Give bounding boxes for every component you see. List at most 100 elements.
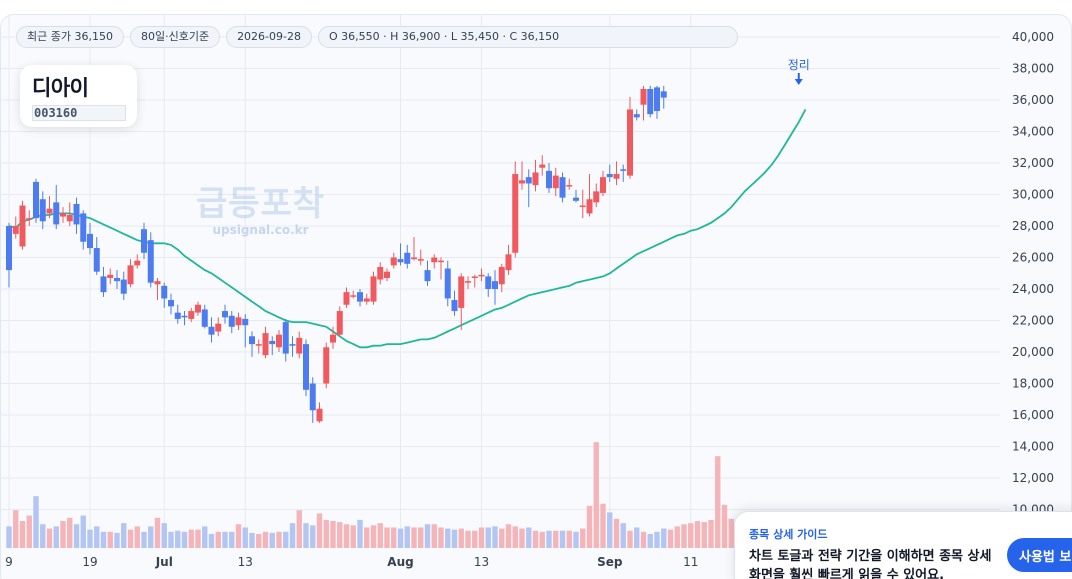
- volume-bar: [580, 528, 586, 548]
- candle-body: [26, 218, 33, 220]
- candle-body: [127, 265, 134, 285]
- candle-body: [478, 274, 485, 277]
- volume-bar: [107, 531, 113, 548]
- candle-body: [154, 281, 161, 285]
- candle-body: [532, 172, 539, 186]
- volume-bar: [80, 515, 86, 548]
- candle-body: [411, 257, 417, 260]
- candle-body: [654, 87, 660, 112]
- volume-bar: [701, 522, 707, 548]
- candle-body: [73, 203, 80, 225]
- candle-body: [147, 240, 154, 283]
- y-tick-label: 12,000: [1012, 471, 1054, 485]
- info-bar: 최근 종가 36,150 80일·신호기준 2026-09-28 O 36,55…: [16, 26, 738, 48]
- volume-bar: [323, 519, 329, 548]
- volume-bar: [404, 526, 410, 548]
- candle-body: [431, 257, 438, 263]
- volume-bar: [627, 530, 633, 548]
- volume-bar: [586, 505, 593, 548]
- candle-body: [519, 180, 525, 184]
- candle-body: [357, 292, 363, 302]
- y-tick-label: 14,000: [1012, 440, 1054, 454]
- candle-body: [208, 326, 215, 335]
- volume-bar: [458, 528, 464, 548]
- candle-body: [647, 88, 654, 115]
- volume-bar: [438, 527, 444, 548]
- volume-bar: [195, 529, 201, 548]
- volume-bar: [478, 527, 485, 548]
- candle-body: [438, 260, 444, 263]
- volume-bar: [33, 496, 39, 548]
- volume-bar: [67, 517, 73, 548]
- candle-body: [370, 276, 377, 302]
- volume-bar: [289, 523, 296, 548]
- volume-bar: [492, 526, 498, 548]
- volume-bar: [667, 529, 674, 548]
- volume-bar: [620, 523, 626, 548]
- volume-bar: [721, 504, 728, 548]
- candle-body: [471, 276, 478, 278]
- x-tick-label: 13: [474, 555, 489, 569]
- candle-body: [633, 114, 640, 118]
- volume-bar: [397, 528, 404, 548]
- candle-body: [512, 174, 519, 253]
- candle-body: [60, 213, 66, 217]
- candle-body: [33, 181, 39, 219]
- candle-body: [100, 276, 107, 293]
- candle-body: [451, 300, 458, 312]
- volume-bar: [708, 519, 714, 548]
- candle-body: [323, 347, 330, 384]
- candle-body: [249, 336, 255, 345]
- volume-bar: [640, 531, 647, 548]
- candle-body: [289, 344, 296, 346]
- candle-body: [390, 257, 397, 266]
- candle-body: [255, 344, 262, 346]
- chart-panel: [0, 14, 1072, 579]
- volume-bar: [19, 521, 26, 548]
- guide-button[interactable]: 사용법 보기: [1007, 538, 1072, 572]
- candle-body: [316, 408, 323, 422]
- volume-bar: [546, 530, 552, 548]
- candle-body: [107, 274, 114, 278]
- volume-bar: [222, 531, 228, 548]
- volume-bar: [229, 531, 235, 548]
- volume-bar: [465, 530, 471, 548]
- candle-body: [600, 177, 606, 193]
- signal-basis-pill[interactable]: 80일·신호기준: [129, 26, 221, 48]
- candle-body: [559, 177, 566, 198]
- x-tick-label: Jul: [155, 555, 173, 569]
- guide-text: 차트 토글과 전략 기간을 이해하면 종목 상세 화면을 훨씬 빠르게 읽을 수…: [749, 549, 992, 579]
- volume-bar: [337, 522, 343, 548]
- candle-body: [222, 311, 228, 318]
- candle-body: [384, 271, 390, 278]
- candle-body: [444, 268, 451, 299]
- volume-bar: [451, 529, 458, 548]
- volume-bar: [418, 527, 424, 548]
- volume-bar: [573, 531, 579, 548]
- candle-body: [120, 279, 127, 294]
- volume-bar: [87, 529, 93, 548]
- volume-bar: [316, 513, 323, 548]
- volume-bar: [472, 530, 478, 548]
- volume-bar: [202, 526, 208, 548]
- candle-body: [539, 164, 546, 168]
- volume-bar: [235, 524, 242, 548]
- guide-title: 종목 상세 가이드: [749, 528, 828, 541]
- candle-body: [215, 323, 222, 332]
- volume-bar: [127, 529, 134, 548]
- candle-body: [242, 318, 249, 326]
- candle-body: [330, 334, 336, 343]
- volume-bar: [370, 525, 377, 548]
- volume-bar: [114, 532, 120, 548]
- volume-bar: [553, 530, 559, 548]
- volume-bar: [6, 526, 12, 548]
- candle-body: [141, 229, 147, 253]
- y-tick-label: 16,000: [1012, 408, 1054, 422]
- y-tick-label: 32,000: [1012, 156, 1054, 170]
- candle-body: [593, 191, 600, 203]
- y-tick-label: 24,000: [1012, 282, 1054, 296]
- volume-bar: [40, 524, 46, 548]
- volume-bar: [161, 523, 167, 548]
- volume-bar: [208, 533, 215, 548]
